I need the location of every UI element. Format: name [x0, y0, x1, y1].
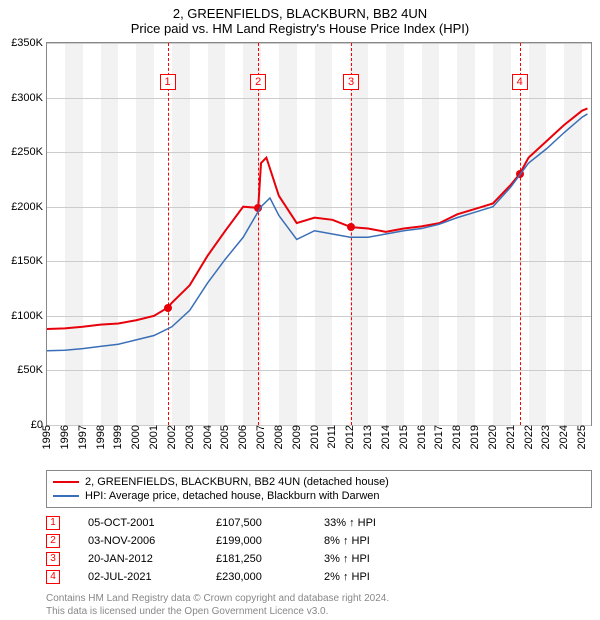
- sale-row-marker: 1: [46, 516, 60, 530]
- x-axis-label: 2013: [362, 425, 374, 449]
- x-axis-label: 2005: [219, 425, 231, 449]
- x-axis-label: 2009: [291, 425, 303, 449]
- footnote: Contains HM Land Registry data © Crown c…: [46, 592, 592, 618]
- x-axis-label: 1999: [112, 425, 124, 449]
- x-axis-label: 2010: [309, 425, 321, 449]
- sale-row-marker: 4: [46, 570, 60, 584]
- sale-row-marker: 3: [46, 552, 60, 566]
- series-hpi: [47, 114, 587, 351]
- x-axis-label: 1995: [41, 425, 53, 449]
- price-chart: £0£50K£100K£150K£200K£250K£300K£350K1995…: [46, 42, 592, 426]
- footnote-line-1: Contains HM Land Registry data © Crown c…: [46, 592, 592, 605]
- x-axis-label: 2003: [184, 425, 196, 449]
- x-axis-label: 2012: [344, 425, 356, 449]
- x-axis-label: 2002: [166, 425, 178, 449]
- x-axis-label: 2014: [380, 425, 392, 449]
- title-line-1: 2, GREENFIELDS, BLACKBURN, BB2 4UN: [0, 6, 600, 21]
- x-axis-label: 2001: [148, 425, 160, 449]
- x-axis-label: 2021: [505, 425, 517, 449]
- sale-row: 3 20-JAN-2012 £181,250 3% ↑ HPI: [46, 550, 592, 568]
- sale-price: £230,000: [216, 571, 296, 583]
- x-axis-label: 2008: [273, 425, 285, 449]
- y-axis-label: £300K: [11, 92, 47, 104]
- title-line-2: Price paid vs. HM Land Registry's House …: [0, 21, 600, 36]
- sales-table: 105-OCT-2001£107,50033% ↑ HPI203-NOV-200…: [46, 514, 592, 586]
- x-axis-label: 2023: [540, 425, 552, 449]
- sale-date: 02-JUL-2021: [88, 571, 188, 583]
- sale-date: 05-OCT-2001: [88, 517, 188, 529]
- sale-row: 2 03-NOV-2006 £199,000 8% ↑ HPI: [46, 532, 592, 550]
- y-axis-label: £50K: [17, 364, 47, 376]
- y-axis-label: £350K: [11, 37, 47, 49]
- x-axis-label: 1998: [95, 425, 107, 449]
- x-axis-label: 2024: [558, 425, 570, 449]
- x-axis-label: 2011: [326, 425, 338, 449]
- x-axis-label: 2016: [416, 425, 428, 449]
- sale-row: 1 05-OCT-2001 £107,500 33% ↑ HPI: [46, 514, 592, 532]
- x-axis-label: 2007: [255, 425, 267, 449]
- sale-date: 20-JAN-2012: [88, 553, 188, 565]
- x-axis-label: 2022: [523, 425, 535, 449]
- sale-date: 03-NOV-2006: [88, 535, 188, 547]
- sale-row-marker: 2: [46, 534, 60, 548]
- x-axis-label: 2004: [202, 425, 214, 449]
- legend-item: 2, GREENFIELDS, BLACKBURN, BB2 4UN (deta…: [53, 475, 585, 489]
- legend-item-label: HPI: Average price, detached house, Blac…: [85, 490, 380, 502]
- x-axis-label: 2015: [398, 425, 410, 449]
- footnote-line-2: This data is licensed under the Open Gov…: [46, 605, 592, 618]
- x-axis-label: 2025: [576, 425, 588, 449]
- x-axis-label: 2019: [469, 425, 481, 449]
- y-axis-label: £200K: [11, 201, 47, 213]
- sale-price: £181,250: [216, 553, 296, 565]
- y-axis-label: £100K: [11, 310, 47, 322]
- series-property: [47, 108, 587, 328]
- x-axis-label: 2020: [487, 425, 499, 449]
- legend-item-label: 2, GREENFIELDS, BLACKBURN, BB2 4UN (deta…: [85, 476, 389, 488]
- sale-hpi: 33% ↑ HPI: [324, 517, 424, 529]
- sale-price: £199,000: [216, 535, 296, 547]
- x-axis-label: 2000: [130, 425, 142, 449]
- sale-hpi: 2% ↑ HPI: [324, 571, 424, 583]
- sale-row: 4 02-JUL-2021 £230,000 2% ↑ HPI: [46, 568, 592, 586]
- legend: 2, GREENFIELDS, BLACKBURN, BB2 4UN (deta…: [46, 470, 592, 508]
- x-axis-label: 1996: [59, 425, 71, 449]
- x-axis-label: 2017: [433, 425, 445, 449]
- x-axis-label: 1997: [77, 425, 89, 449]
- x-axis-label: 2018: [451, 425, 463, 449]
- y-axis-label: £250K: [11, 146, 47, 158]
- sale-price: £107,500: [216, 517, 296, 529]
- sale-hpi: 8% ↑ HPI: [324, 535, 424, 547]
- sale-hpi: 3% ↑ HPI: [324, 553, 424, 565]
- legend-item: HPI: Average price, detached house, Blac…: [53, 489, 585, 503]
- x-axis-label: 2006: [237, 425, 249, 449]
- y-axis-label: £150K: [11, 255, 47, 267]
